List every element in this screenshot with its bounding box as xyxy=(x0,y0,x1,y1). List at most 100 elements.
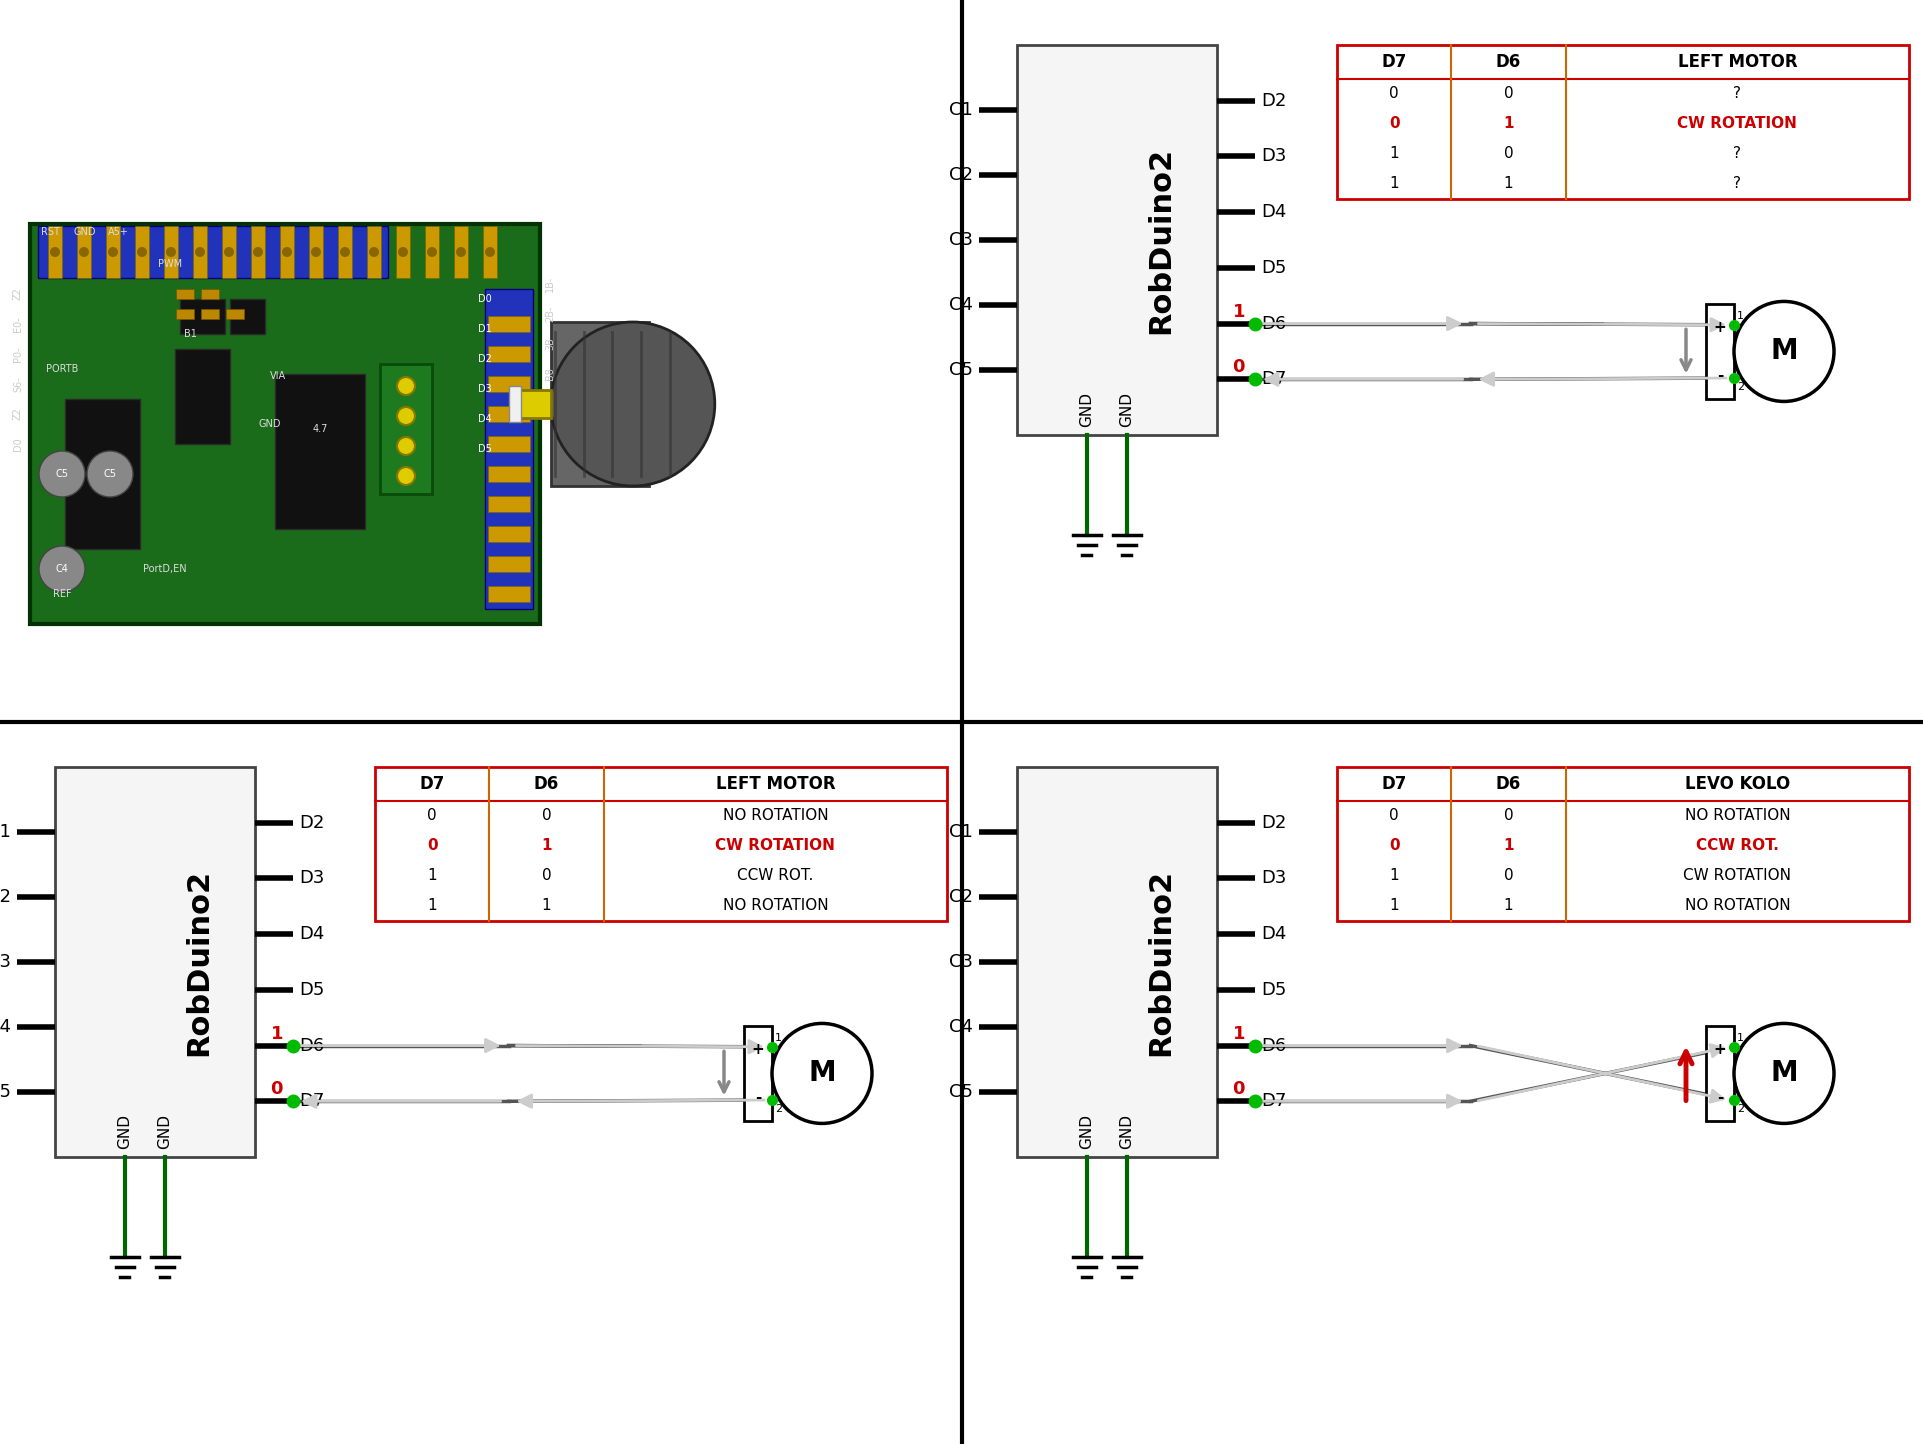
Text: RobDuino2: RobDuino2 xyxy=(1146,146,1175,334)
Text: D3: D3 xyxy=(479,384,492,394)
Text: B8: B8 xyxy=(544,368,554,380)
Text: ?: ? xyxy=(1733,146,1740,162)
Text: D6: D6 xyxy=(1496,775,1521,793)
Text: C2: C2 xyxy=(948,166,973,183)
Text: GND: GND xyxy=(1119,391,1135,427)
Text: NO ROTATION: NO ROTATION xyxy=(723,809,827,823)
Text: M: M xyxy=(808,1060,835,1087)
Text: D3: D3 xyxy=(1260,147,1286,166)
Bar xyxy=(225,309,244,319)
Bar xyxy=(488,586,529,602)
Text: C5: C5 xyxy=(56,469,69,479)
Bar xyxy=(181,299,225,334)
Text: 1: 1 xyxy=(542,898,552,914)
Bar xyxy=(231,299,265,334)
Text: C3: C3 xyxy=(0,953,12,970)
Bar xyxy=(425,227,438,279)
Text: D6: D6 xyxy=(535,775,560,793)
Text: 1: 1 xyxy=(1502,117,1513,131)
Text: D2: D2 xyxy=(477,354,492,364)
Circle shape xyxy=(87,451,133,497)
Circle shape xyxy=(427,247,437,257)
Text: C1: C1 xyxy=(948,101,973,118)
Text: RobDuino2: RobDuino2 xyxy=(185,868,213,1056)
Circle shape xyxy=(396,407,415,425)
Text: 0: 0 xyxy=(542,809,552,823)
Circle shape xyxy=(396,377,415,396)
Bar xyxy=(106,227,119,279)
Text: 2B-: 2B- xyxy=(544,306,554,322)
Bar xyxy=(488,495,529,513)
Text: 1: 1 xyxy=(1388,146,1398,162)
Text: D3: D3 xyxy=(298,869,325,888)
Circle shape xyxy=(396,466,415,485)
Text: RST: RST xyxy=(40,227,60,237)
Circle shape xyxy=(252,247,263,257)
Text: D0: D0 xyxy=(479,295,492,305)
Bar xyxy=(454,227,467,279)
Text: C2: C2 xyxy=(0,888,12,905)
Text: GND: GND xyxy=(258,419,281,429)
Text: 3B: 3B xyxy=(544,338,554,351)
Text: M: M xyxy=(1769,338,1796,365)
Text: D7: D7 xyxy=(298,1092,325,1110)
Text: D2: D2 xyxy=(1260,92,1286,110)
Text: 4.7: 4.7 xyxy=(312,425,327,435)
Text: A5+: A5+ xyxy=(108,227,129,237)
Circle shape xyxy=(1733,302,1833,401)
Text: 1: 1 xyxy=(271,1025,283,1043)
Bar xyxy=(250,227,265,279)
Text: C4: C4 xyxy=(948,1018,973,1035)
Text: D7: D7 xyxy=(1381,775,1406,793)
Text: NO ROTATION: NO ROTATION xyxy=(723,898,827,914)
Text: 0: 0 xyxy=(1388,809,1398,823)
Bar xyxy=(38,227,388,279)
Circle shape xyxy=(38,451,85,497)
Bar xyxy=(310,227,323,279)
Text: VIA: VIA xyxy=(269,371,287,381)
Bar xyxy=(175,309,194,319)
Circle shape xyxy=(137,247,146,257)
Text: CCW ROT.: CCW ROT. xyxy=(737,868,813,884)
Text: D2: D2 xyxy=(1260,814,1286,832)
Text: 0: 0 xyxy=(271,1080,283,1099)
Text: 1: 1 xyxy=(1736,310,1742,321)
Circle shape xyxy=(550,322,715,487)
Circle shape xyxy=(194,247,206,257)
Bar xyxy=(1017,767,1217,1157)
Bar xyxy=(367,227,381,279)
Bar xyxy=(175,289,194,299)
Bar xyxy=(744,1025,771,1121)
Text: GND: GND xyxy=(158,1113,173,1149)
Circle shape xyxy=(340,247,350,257)
Text: Z2: Z2 xyxy=(13,287,23,300)
Bar xyxy=(1706,303,1733,399)
Text: 1: 1 xyxy=(1504,898,1513,914)
Text: 1: 1 xyxy=(427,868,437,884)
Text: D5: D5 xyxy=(1260,258,1286,277)
Text: 0: 0 xyxy=(427,839,437,853)
Text: D7: D7 xyxy=(419,775,444,793)
Bar xyxy=(375,767,946,921)
Text: D6: D6 xyxy=(298,1037,325,1054)
Text: PortD,EN: PortD,EN xyxy=(142,565,187,575)
Text: C2: C2 xyxy=(948,888,973,905)
Text: D2: D2 xyxy=(298,814,325,832)
Text: ?: ? xyxy=(1733,176,1740,192)
Bar xyxy=(77,227,90,279)
Text: 0: 0 xyxy=(1388,839,1398,853)
Text: 0: 0 xyxy=(1233,1080,1244,1099)
Text: D6: D6 xyxy=(1260,1037,1286,1054)
Bar xyxy=(1336,45,1908,199)
Bar xyxy=(488,556,529,572)
Text: Z2: Z2 xyxy=(13,407,23,420)
Circle shape xyxy=(312,247,321,257)
Text: 2: 2 xyxy=(775,1105,783,1113)
Bar xyxy=(396,227,410,279)
Bar xyxy=(488,526,529,542)
Bar xyxy=(515,390,550,417)
Text: P0-: P0- xyxy=(13,347,23,362)
Circle shape xyxy=(283,247,292,257)
Text: 1B-: 1B- xyxy=(544,276,554,292)
Bar xyxy=(200,289,219,299)
